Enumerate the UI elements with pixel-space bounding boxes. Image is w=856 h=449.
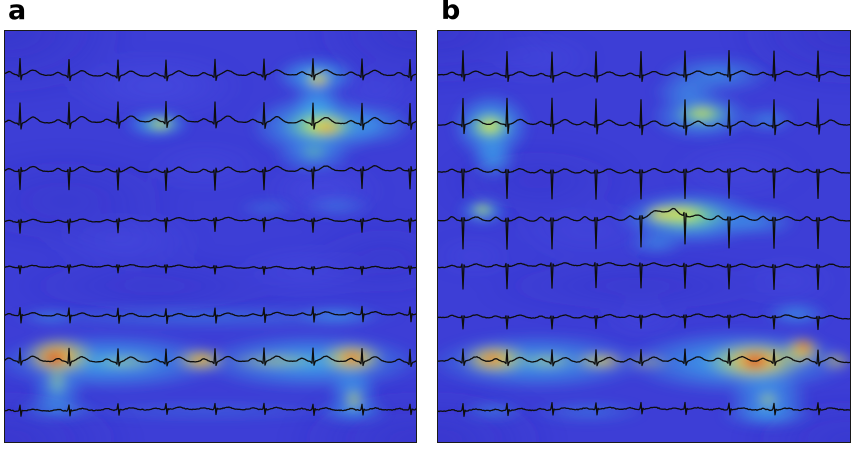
ecg-trace-row [5,165,416,192]
ecg-trace-row [5,402,416,417]
ecg-trace-row [5,305,416,325]
panel-b-label: b [441,0,461,26]
ecg-trace-row [438,348,850,367]
ecg-trace-row [438,262,850,291]
ecg-trace-row [5,347,416,368]
panel-a-heatmap [4,30,417,443]
ecg-trace-row [438,207,850,250]
ecg-trace-row [5,216,416,234]
ecg-trace-row [438,50,850,83]
ecg-trace-row [438,313,850,331]
ecg-trace-row [438,167,850,200]
ecg-traces [438,50,850,417]
ecg-trace-row [438,97,850,136]
ecg-traces [5,58,416,417]
heatmap-svg-a [5,31,416,442]
ecg-trace-row [5,58,416,82]
ecg-trace-row [5,100,416,131]
ecg-trace-row [438,401,850,417]
panel-b-heatmap [437,30,851,443]
panel-a-label: a [8,0,27,26]
heatmap-svg-b [438,31,850,442]
ecg-trace-row [5,263,416,276]
